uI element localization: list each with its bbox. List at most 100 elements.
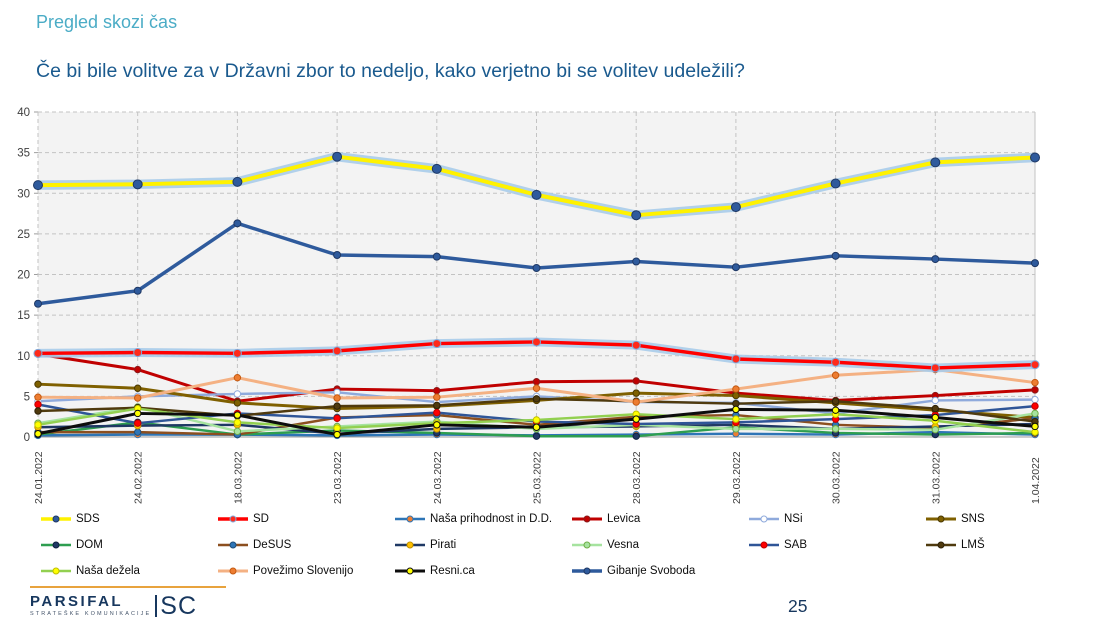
legend-marker-levica bbox=[572, 515, 602, 522]
legend-label-vesna: Vesna bbox=[607, 538, 639, 551]
legend-dot bbox=[937, 541, 945, 548]
legend-item-nasa-dezela: Naša dežela bbox=[40, 561, 217, 580]
page-number: 25 bbox=[788, 596, 808, 616]
series-marker-vesna bbox=[831, 425, 840, 433]
series-marker-nasa-dezela bbox=[333, 424, 341, 432]
series-marker-sds bbox=[431, 163, 442, 174]
x-axis-label: 31.03.2022 bbox=[930, 451, 942, 504]
series-marker-vesna bbox=[233, 427, 242, 436]
series-marker-gibanje-svoboda bbox=[731, 263, 740, 272]
legend-marker-nasa-dezela bbox=[41, 567, 71, 574]
series-marker-lms bbox=[433, 401, 441, 410]
legend-item-levica: Levica bbox=[571, 509, 748, 528]
legend-item-povezimo-slovenijo: Povežimo Slovenijo bbox=[217, 561, 394, 580]
series-marker-gibanje-svoboda bbox=[632, 257, 641, 266]
y-axis-label: 25 bbox=[17, 229, 30, 241]
series-marker-povezimo-slovenijo bbox=[1031, 378, 1039, 387]
legend-label-lms: LMŠ bbox=[961, 538, 985, 551]
series-marker-sd bbox=[831, 357, 841, 367]
series-marker-vesna bbox=[1031, 409, 1039, 418]
series-marker-povezimo-slovenijo bbox=[134, 394, 142, 402]
legend-item-desus: DeSUS bbox=[217, 535, 394, 554]
legend-marker-sns bbox=[926, 515, 956, 522]
legend-dot bbox=[760, 541, 768, 548]
series-marker-levica bbox=[134, 365, 142, 374]
legend-label-sab: SAB bbox=[784, 538, 808, 551]
y-axis-label: 0 bbox=[24, 432, 30, 444]
legend-item-sab: SAB bbox=[748, 535, 925, 554]
series-marker-resnica bbox=[433, 421, 441, 429]
legend-dot bbox=[760, 515, 768, 522]
series-marker-sd bbox=[232, 348, 242, 358]
series-marker-povezimo-slovenijo bbox=[333, 394, 341, 402]
legend-marker-gibanje-svoboda bbox=[572, 567, 602, 574]
legend-item-resnica: Resni.ca bbox=[394, 561, 571, 580]
series-marker-sd bbox=[33, 348, 43, 358]
series-resnica bbox=[34, 405, 1039, 439]
legend-label-nasa-prihodnost: Naša prihodnost in D.D. bbox=[430, 512, 553, 525]
series-marker-sab bbox=[134, 419, 142, 427]
series-marker-dom bbox=[632, 432, 640, 440]
series-marker-sab bbox=[433, 408, 441, 417]
series-marker-sds bbox=[1030, 152, 1040, 163]
series-marker-gibanje-svoboda bbox=[34, 299, 42, 308]
series-marker-lms bbox=[333, 402, 341, 410]
series-marker-nasa-dezela bbox=[34, 421, 42, 429]
series-marker-resnica bbox=[134, 409, 142, 418]
logo-accent-rule bbox=[30, 586, 226, 588]
series-marker-nasa-dezela bbox=[732, 415, 740, 423]
legend-label-resnica: Resni.ca bbox=[430, 564, 475, 577]
series-marker-vesna bbox=[732, 425, 740, 433]
series-marker-levica bbox=[433, 386, 441, 395]
logo-wordmark: PARSIFAL bbox=[30, 593, 124, 610]
x-axis-label: 18.03.2022 bbox=[232, 451, 244, 504]
series-marker-sds bbox=[531, 189, 542, 200]
series-marker-sds bbox=[631, 210, 642, 221]
series-marker-gibanje-svoboda bbox=[1031, 259, 1039, 268]
series-marker-povezimo-slovenijo bbox=[632, 398, 640, 406]
series-marker-resnica bbox=[831, 406, 840, 414]
series-marker-sd bbox=[1030, 360, 1040, 370]
legend-label-nasa-dezela: Naša dežela bbox=[76, 564, 140, 577]
series-marker-sd bbox=[532, 337, 541, 347]
series-marker-resnica bbox=[632, 415, 640, 423]
legend-marker-lms bbox=[926, 541, 956, 548]
chart-question-title: Če bi bile volitve za v Državni zbor to … bbox=[36, 60, 745, 82]
legend-dot bbox=[406, 515, 414, 522]
legend-item-gibanje-svoboda: Gibanje Svoboda bbox=[571, 561, 748, 580]
legend-dot bbox=[406, 541, 414, 548]
series-marker-sds bbox=[132, 179, 143, 190]
y-axis-label: 15 bbox=[17, 310, 30, 322]
series-marker-sds bbox=[730, 202, 741, 213]
series-marker-sd bbox=[432, 339, 442, 349]
series-marker-sns bbox=[233, 399, 242, 407]
series-marker-nsi bbox=[1031, 395, 1039, 404]
series-marker-sds bbox=[232, 176, 243, 187]
x-axis-label: 24.01.2022 bbox=[33, 451, 45, 504]
series-marker-resnica bbox=[532, 423, 541, 431]
legend-marker-vesna bbox=[572, 541, 602, 548]
legend-marker-sds bbox=[41, 515, 71, 522]
x-axis-label: 24.02.2022 bbox=[133, 451, 145, 504]
series-sds bbox=[33, 151, 1040, 221]
y-axis-label: 5 bbox=[24, 391, 30, 403]
legend-marker-povezimo-slovenijo bbox=[218, 567, 248, 574]
series-marker-gibanje-svoboda bbox=[233, 219, 242, 228]
x-axis-label: 1.04.2022 bbox=[1030, 457, 1042, 504]
y-axis-label: 40 bbox=[17, 107, 30, 119]
series-marker-resnica bbox=[732, 405, 740, 414]
series-marker-povezimo-slovenijo bbox=[831, 371, 840, 379]
legend-dot bbox=[583, 567, 591, 574]
series-marker-lms bbox=[34, 407, 42, 415]
series-marker-vesna bbox=[931, 425, 939, 434]
legend-marker-sab bbox=[749, 541, 779, 548]
series-marker-nsi bbox=[233, 390, 242, 398]
series-marker-povezimo-slovenijo bbox=[34, 393, 42, 401]
legend-label-sd: SD bbox=[253, 512, 269, 525]
legend-marker-nsi bbox=[749, 515, 779, 522]
series-marker-gibanje-svoboda bbox=[532, 264, 541, 272]
x-axis-label: 23.03.2022 bbox=[332, 451, 344, 504]
y-axis-label: 30 bbox=[17, 188, 30, 200]
series-marker-resnica bbox=[333, 430, 341, 439]
legend-dot bbox=[229, 541, 237, 548]
